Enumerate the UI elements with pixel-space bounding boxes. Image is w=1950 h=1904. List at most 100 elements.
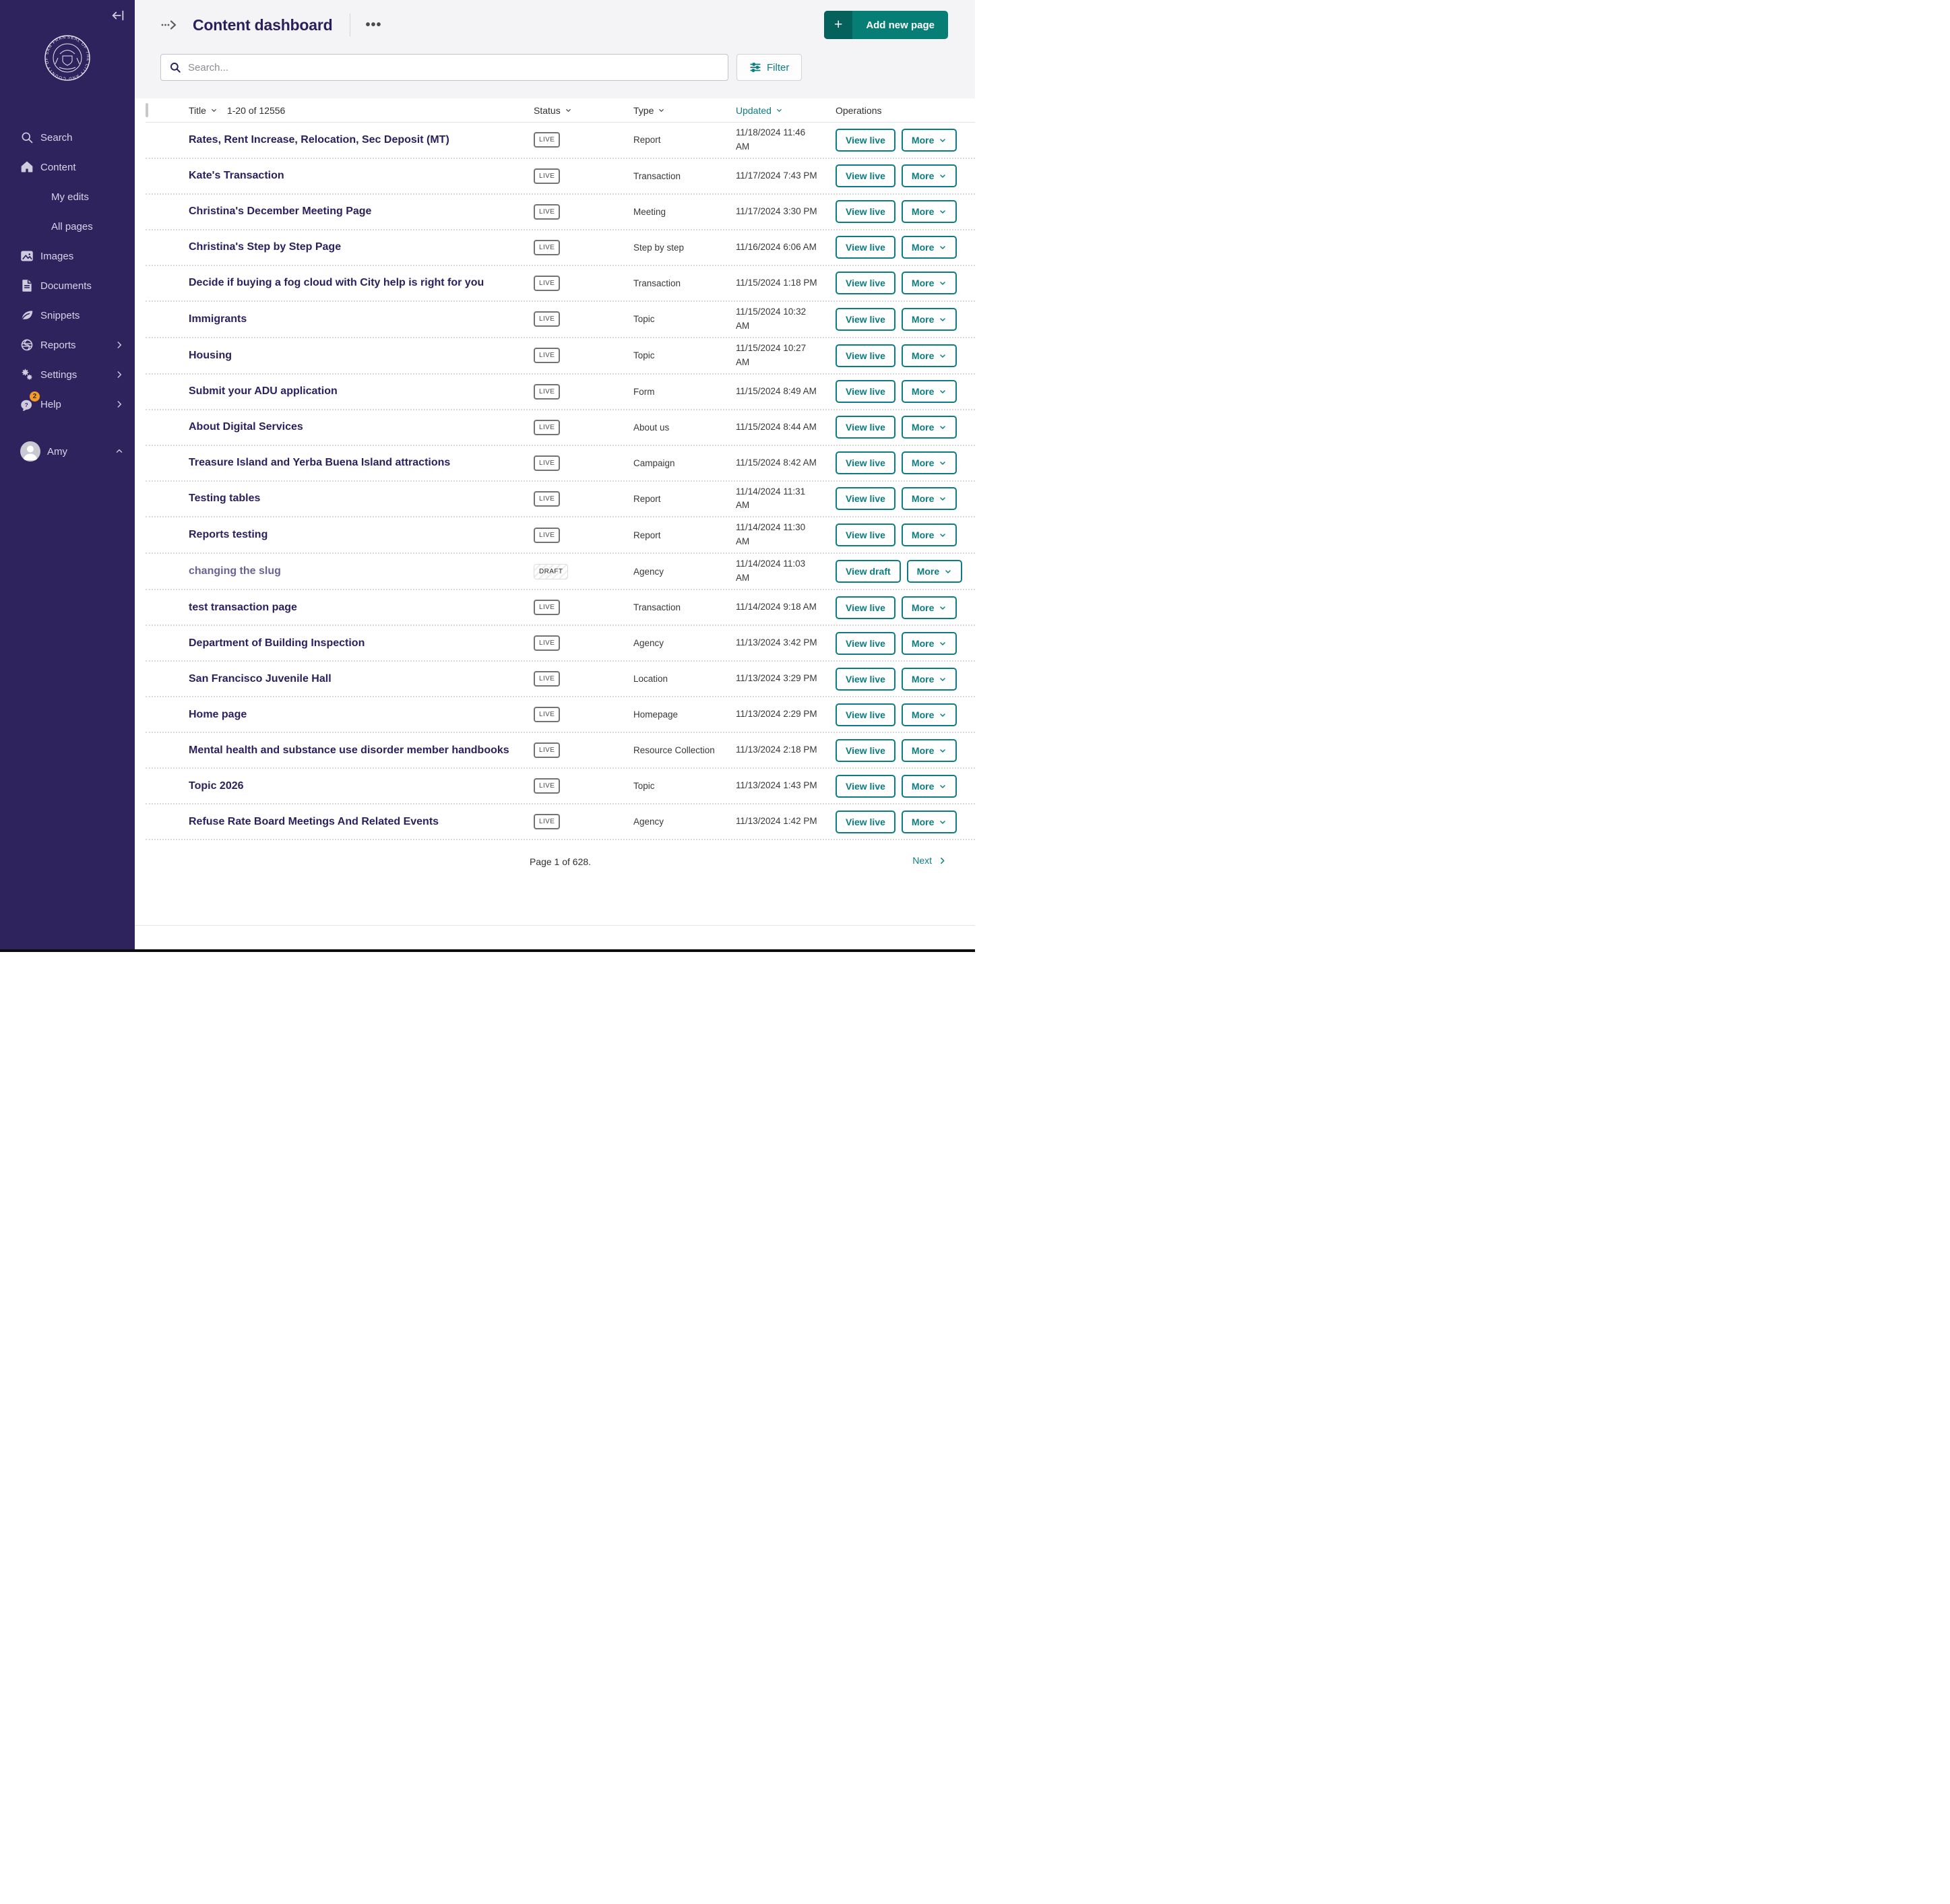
more-button[interactable]: More [901, 344, 957, 367]
column-header-title[interactable]: Title 1-20 of 12556 [189, 104, 286, 116]
row-updated: 11/15/2024 8:42 AM [736, 457, 817, 468]
more-button[interactable]: More [901, 272, 957, 295]
search-icon [20, 131, 34, 144]
row-operations: View live More [836, 703, 975, 726]
row-title: About Digital Services [189, 421, 303, 433]
sidebar-item-documents[interactable]: Documents [0, 271, 135, 300]
view-live-button[interactable]: View live [836, 631, 895, 655]
view-live-button[interactable]: View live [836, 380, 895, 404]
view-live-button[interactable]: View live [836, 272, 895, 295]
status-badge: LIVE [534, 419, 561, 435]
row-title: Housing [189, 349, 232, 361]
next-page-link[interactable]: Next [912, 855, 947, 866]
row-type: Topic [633, 781, 655, 792]
more-button[interactable]: More [901, 667, 957, 691]
row-title: Reports testing [189, 529, 268, 541]
add-new-page-button[interactable]: + Add new page [824, 11, 948, 39]
search-input[interactable] [188, 61, 720, 73]
sidebar-item-search[interactable]: Search [0, 123, 135, 152]
more-button[interactable]: More [901, 596, 957, 619]
sidebar-item-settings[interactable]: Settings [0, 360, 135, 389]
view-live-button[interactable]: View live [836, 596, 895, 619]
view-live-button[interactable]: View live [836, 487, 895, 511]
sidebar-item-snippets[interactable]: Snippets [0, 300, 135, 330]
row-type: Agency [633, 566, 664, 577]
column-header-status[interactable]: Status [534, 105, 633, 116]
view-live-button[interactable]: View live [836, 236, 895, 259]
row-status: LIVE [534, 600, 633, 616]
view-live-button[interactable]: View live [836, 667, 895, 691]
view-live-button[interactable]: View live [836, 774, 895, 798]
more-button[interactable]: More [901, 416, 957, 439]
sidebar-item-help[interactable]: ? 2 Help [0, 389, 135, 419]
view-live-button[interactable]: View live [836, 703, 895, 726]
row-updated: 11/14/2024 11:30 AM [736, 522, 806, 547]
view-draft-button[interactable]: View draft [836, 560, 901, 583]
row-title: test transaction page [189, 601, 297, 613]
row-title: Rates, Rent Increase, Relocation, Sec De… [189, 133, 449, 146]
row-operations: View live More [836, 596, 975, 619]
view-live-button[interactable]: View live [836, 523, 895, 547]
status-badge: LIVE [534, 707, 561, 723]
select-all-checkbox[interactable] [146, 102, 148, 117]
row-status: LIVE [534, 383, 633, 400]
more-button[interactable]: More [901, 200, 957, 224]
more-button[interactable]: More [901, 631, 957, 655]
row-operations: View live More [836, 810, 975, 833]
more-button[interactable]: More [901, 307, 957, 331]
column-header-type[interactable]: Type [633, 105, 736, 116]
row-updated: 11/14/2024 9:18 AM [736, 602, 817, 612]
sidebar-item-all-pages[interactable]: All pages [51, 220, 93, 232]
view-live-button[interactable]: View live [836, 307, 895, 331]
more-button[interactable]: More [901, 774, 957, 798]
view-live-button[interactable]: View live [836, 200, 895, 224]
view-live-button[interactable]: View live [836, 344, 895, 367]
collapse-sidebar-icon[interactable] [111, 8, 125, 23]
user-name: Amy [47, 445, 67, 457]
column-header-updated[interactable]: Updated [736, 105, 836, 116]
table-row: Department of Building Inspection LIVE A… [146, 626, 975, 662]
row-updated: 11/13/2024 1:42 PM [736, 816, 817, 827]
sidebar-item-images[interactable]: Images [0, 241, 135, 271]
table-row: Housing LIVE Topic 11/15/2024 10:27 AM V… [146, 338, 975, 375]
more-button[interactable]: More [901, 380, 957, 404]
more-button[interactable]: More [901, 128, 957, 152]
document-icon [20, 279, 34, 292]
more-options-icon[interactable]: ••• [365, 18, 382, 32]
more-button[interactable]: More [901, 451, 957, 475]
more-button[interactable]: More [901, 810, 957, 833]
page-title: Content dashboard [193, 15, 333, 34]
sidebar-item-reports[interactable]: Reports [0, 330, 135, 360]
more-button[interactable]: More [901, 236, 957, 259]
filter-button[interactable]: Filter [736, 54, 803, 81]
row-status: LIVE [534, 778, 633, 794]
row-operations: View live More [836, 307, 975, 331]
result-count: 1-20 of 12556 [226, 104, 286, 116]
sidebar-item-my-edits[interactable]: My edits [51, 191, 89, 203]
user-menu[interactable]: Amy [0, 437, 135, 466]
view-live-button[interactable]: View live [836, 810, 895, 833]
row-type: Report [633, 493, 661, 504]
leaf-icon [20, 309, 34, 322]
more-button[interactable]: More [901, 738, 957, 762]
row-status: LIVE [534, 671, 633, 687]
breadcrumb-expand-icon[interactable] [160, 16, 178, 34]
row-operations: View live More [836, 272, 975, 295]
more-button[interactable]: More [901, 703, 957, 726]
row-status: LIVE [534, 275, 633, 291]
table-row: Mental health and substance use disorder… [146, 733, 975, 769]
view-live-button[interactable]: View live [836, 416, 895, 439]
page-info: Page 1 of 628. [529, 856, 592, 868]
table-row: test transaction page LIVE Transaction 1… [146, 590, 975, 627]
view-live-button[interactable]: View live [836, 164, 895, 188]
more-button[interactable]: More [901, 487, 957, 511]
more-button[interactable]: More [906, 560, 963, 583]
sidebar-item-content[interactable]: Content [0, 152, 135, 182]
view-live-button[interactable]: View live [836, 451, 895, 475]
more-button[interactable]: More [901, 164, 957, 188]
view-live-button[interactable]: View live [836, 128, 895, 152]
view-live-button[interactable]: View live [836, 738, 895, 762]
more-button[interactable]: More [901, 523, 957, 547]
status-badge: LIVE [534, 383, 561, 400]
app-window: SEAL OF THE CITY AND COUNTY OF SAN FRANC… [0, 0, 975, 949]
